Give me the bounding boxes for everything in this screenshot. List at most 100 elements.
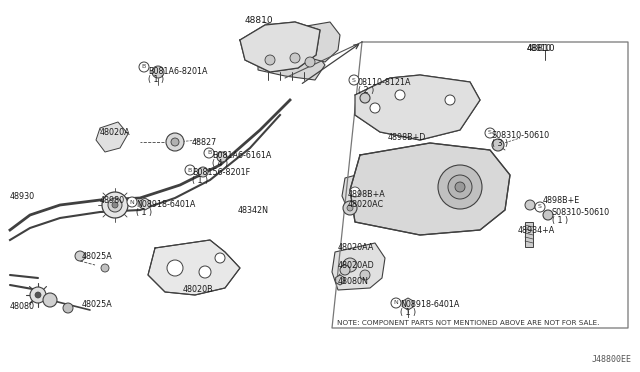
Text: 48020B: 48020B: [183, 285, 214, 294]
Polygon shape: [403, 298, 413, 310]
Text: N08918-6401A: N08918-6401A: [136, 200, 195, 209]
Circle shape: [139, 62, 149, 72]
Text: 08110-8121A: 08110-8121A: [358, 78, 412, 87]
Circle shape: [75, 251, 85, 261]
Circle shape: [492, 139, 504, 151]
Circle shape: [167, 260, 183, 276]
Circle shape: [63, 303, 73, 313]
Text: 48810: 48810: [527, 44, 552, 53]
Circle shape: [349, 75, 359, 85]
Text: N: N: [130, 199, 134, 205]
Text: B081A6-8201A: B081A6-8201A: [148, 67, 207, 76]
Circle shape: [525, 200, 535, 210]
Text: 48080N: 48080N: [338, 277, 369, 286]
Circle shape: [198, 167, 208, 177]
Polygon shape: [350, 143, 510, 235]
Circle shape: [340, 265, 350, 275]
Circle shape: [108, 198, 122, 212]
Circle shape: [343, 258, 357, 272]
Text: S08310-50610: S08310-50610: [492, 131, 550, 140]
Text: 48810: 48810: [527, 44, 556, 53]
Text: B081A6-6161A: B081A6-6161A: [212, 151, 271, 160]
Circle shape: [217, 152, 227, 162]
Text: 48980: 48980: [100, 196, 125, 205]
Polygon shape: [140, 198, 150, 210]
Circle shape: [535, 202, 545, 212]
Text: S: S: [538, 205, 542, 209]
Text: B08156-8201F: B08156-8201F: [192, 168, 250, 177]
Circle shape: [360, 270, 370, 280]
Circle shape: [347, 205, 353, 211]
Text: ( 2 ): ( 2 ): [358, 86, 374, 95]
Text: 48930: 48930: [10, 192, 35, 201]
Circle shape: [370, 103, 380, 113]
Circle shape: [395, 90, 405, 100]
Circle shape: [305, 57, 315, 67]
Circle shape: [391, 298, 401, 308]
Text: ( 3 ): ( 3 ): [492, 139, 508, 148]
Text: 4898B+A: 4898B+A: [348, 190, 386, 199]
Text: 4898B+D: 4898B+D: [388, 133, 426, 142]
Polygon shape: [240, 22, 320, 72]
Circle shape: [102, 192, 128, 218]
Text: B: B: [188, 167, 192, 173]
Circle shape: [171, 138, 179, 146]
Text: S: S: [352, 77, 356, 83]
Circle shape: [543, 210, 553, 220]
Text: 48020AD: 48020AD: [338, 261, 375, 270]
Polygon shape: [332, 243, 385, 290]
Text: N: N: [394, 301, 398, 305]
Text: S08310-50610: S08310-50610: [552, 208, 610, 217]
Text: 48080: 48080: [10, 302, 35, 311]
Circle shape: [101, 264, 109, 272]
Polygon shape: [355, 75, 480, 140]
Text: B: B: [142, 64, 146, 70]
Text: 48025A: 48025A: [82, 252, 113, 261]
Circle shape: [199, 266, 211, 278]
Bar: [525, 222, 533, 247]
Text: J48800EE: J48800EE: [592, 355, 632, 364]
Circle shape: [185, 165, 195, 175]
Text: ( 1 ): ( 1 ): [136, 208, 152, 217]
Circle shape: [43, 293, 57, 307]
Text: 4898B+E: 4898B+E: [543, 196, 580, 205]
Text: 48934+A: 48934+A: [518, 226, 556, 235]
Circle shape: [485, 128, 495, 138]
Polygon shape: [418, 155, 500, 218]
Text: 48342N: 48342N: [238, 206, 269, 215]
Text: 48020AA: 48020AA: [338, 243, 374, 252]
Circle shape: [215, 253, 225, 263]
Circle shape: [30, 287, 46, 303]
Text: ( 4 ): ( 4 ): [212, 159, 228, 168]
Polygon shape: [295, 22, 340, 62]
Circle shape: [343, 201, 357, 215]
Circle shape: [448, 175, 472, 199]
Text: B: B: [207, 151, 211, 155]
Polygon shape: [148, 240, 240, 295]
Circle shape: [438, 165, 482, 209]
Circle shape: [360, 93, 370, 103]
Circle shape: [265, 55, 275, 65]
Circle shape: [152, 66, 164, 78]
Text: 48827: 48827: [192, 138, 217, 147]
Polygon shape: [342, 170, 380, 210]
Circle shape: [445, 95, 455, 105]
Text: ( 1 ): ( 1 ): [192, 176, 208, 185]
Text: NOTE: COMPONENT PARTS NOT MENTIONED ABOVE ARE NOT FOR SALE.: NOTE: COMPONENT PARTS NOT MENTIONED ABOV…: [337, 320, 600, 326]
Circle shape: [204, 148, 214, 158]
Text: N08918-6401A: N08918-6401A: [400, 300, 460, 309]
Circle shape: [350, 187, 360, 197]
Polygon shape: [96, 122, 128, 152]
Circle shape: [290, 53, 300, 63]
Text: 48810: 48810: [245, 16, 274, 25]
Polygon shape: [258, 48, 325, 80]
Polygon shape: [335, 275, 344, 285]
Text: 48020A: 48020A: [100, 128, 131, 137]
Text: ( 1 ): ( 1 ): [552, 216, 568, 225]
Text: 48020AC: 48020AC: [348, 200, 384, 209]
Circle shape: [127, 197, 137, 207]
Circle shape: [455, 182, 465, 192]
Circle shape: [112, 202, 118, 208]
Circle shape: [35, 292, 41, 298]
Text: ( 1 ): ( 1 ): [400, 308, 416, 317]
